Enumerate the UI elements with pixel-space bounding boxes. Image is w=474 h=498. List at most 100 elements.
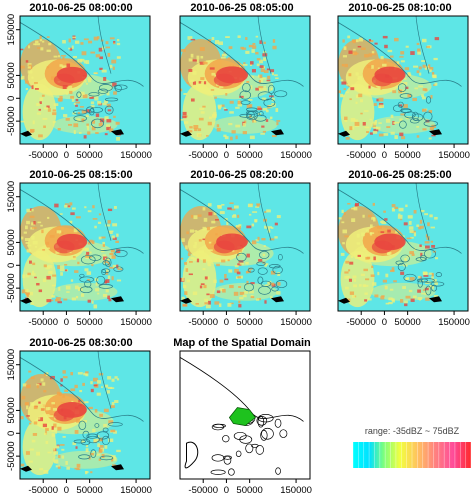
island-outline bbox=[114, 249, 128, 258]
echo-cell bbox=[422, 271, 428, 276]
echo-cell bbox=[182, 284, 187, 289]
echo-cell bbox=[234, 265, 239, 268]
echo-cell bbox=[62, 370, 66, 374]
echo-cell bbox=[61, 106, 64, 110]
y-tick-label: 0 bbox=[6, 263, 17, 268]
echo-cell bbox=[258, 259, 263, 262]
island-outline bbox=[91, 118, 104, 129]
echo-cell bbox=[103, 423, 107, 428]
echo-cell bbox=[111, 455, 116, 459]
echo-cell bbox=[388, 297, 393, 301]
echo-cell bbox=[53, 55, 58, 58]
island-outline bbox=[397, 262, 406, 271]
coastline bbox=[415, 15, 430, 74]
island-outline bbox=[397, 83, 407, 93]
echo-cell bbox=[371, 265, 374, 269]
x-tick-label: -50000 bbox=[28, 150, 58, 161]
radar-layer bbox=[337, 15, 468, 144]
coastline bbox=[415, 182, 430, 241]
echo-cell bbox=[103, 76, 107, 81]
echo-cell bbox=[402, 82, 408, 86]
echo-cell bbox=[43, 125, 46, 128]
echo-cell bbox=[256, 58, 261, 61]
echo-cell bbox=[404, 303, 408, 307]
echo-cell bbox=[408, 220, 412, 225]
echo-cell bbox=[185, 245, 188, 250]
echo-cell bbox=[107, 52, 111, 57]
echo-cell bbox=[77, 112, 81, 115]
echo-cell bbox=[27, 384, 31, 388]
coastline bbox=[257, 15, 272, 74]
island-outline bbox=[278, 254, 283, 261]
echo-cell bbox=[186, 82, 189, 84]
echo-cell bbox=[267, 281, 271, 285]
island-outline bbox=[257, 276, 264, 285]
echo-cell bbox=[263, 70, 269, 74]
echo-cell bbox=[63, 298, 68, 301]
echo-cell bbox=[61, 65, 67, 69]
echo-cell bbox=[94, 225, 97, 229]
echo-cell bbox=[39, 468, 44, 471]
echo-cell bbox=[237, 35, 241, 38]
echo-cell bbox=[83, 135, 87, 139]
echo-cell bbox=[93, 438, 99, 443]
echo-cell bbox=[356, 233, 360, 238]
echo-cell bbox=[199, 250, 205, 254]
echo-cell bbox=[91, 126, 96, 131]
echo-cell bbox=[85, 109, 91, 113]
echo-cell bbox=[420, 209, 425, 213]
storm-core bbox=[371, 240, 393, 254]
echo-cell bbox=[96, 392, 101, 396]
echo-cell bbox=[86, 271, 92, 275]
echo-cell bbox=[347, 202, 351, 205]
echo-cell bbox=[417, 289, 421, 293]
echo-cell bbox=[355, 72, 359, 76]
echo-cell bbox=[113, 91, 117, 95]
echo-cell bbox=[352, 275, 357, 279]
echo-cell bbox=[204, 302, 209, 305]
echo-cell bbox=[248, 290, 254, 294]
echo-cell bbox=[391, 207, 396, 212]
echo-cell bbox=[407, 93, 412, 98]
island-outline bbox=[79, 286, 93, 294]
echo-cell bbox=[261, 97, 267, 101]
island-outline bbox=[90, 449, 97, 458]
echo-cell bbox=[193, 244, 197, 249]
echo-cell bbox=[372, 125, 376, 128]
echo-cell bbox=[221, 259, 226, 263]
echo-cell bbox=[419, 244, 422, 247]
island-outline bbox=[254, 114, 267, 122]
y-tick-label: -50000 bbox=[6, 106, 17, 136]
echo-cell bbox=[235, 135, 238, 140]
echo-cell bbox=[362, 248, 367, 251]
echo-cell bbox=[116, 279, 122, 282]
echo-cell bbox=[28, 370, 32, 373]
echo-cell bbox=[237, 214, 240, 218]
plot-frame bbox=[19, 182, 151, 312]
echo-cell bbox=[357, 45, 362, 48]
echo-cell bbox=[193, 257, 197, 261]
echo-cell bbox=[75, 101, 81, 104]
echo-cell bbox=[105, 289, 109, 293]
echo-cell bbox=[34, 82, 38, 84]
echo-cell bbox=[22, 383, 27, 387]
echo-cell bbox=[419, 219, 423, 224]
panel-title: 2010-06-25 08:10:00 bbox=[348, 2, 451, 14]
echo-cell bbox=[229, 302, 234, 305]
echo-cell bbox=[41, 94, 45, 97]
echo-cell bbox=[86, 123, 89, 126]
echo-cell bbox=[51, 402, 55, 405]
island-outline bbox=[240, 100, 251, 105]
echo-cell bbox=[43, 264, 47, 268]
echo-cell bbox=[345, 260, 350, 264]
echo-cell bbox=[57, 128, 61, 131]
echo-cell bbox=[277, 272, 281, 276]
echo-cell bbox=[28, 291, 34, 296]
echo-cell bbox=[91, 120, 96, 124]
echo-cell bbox=[78, 399, 81, 403]
echo-cell bbox=[196, 258, 200, 263]
x-tick-label: -50000 bbox=[346, 150, 376, 161]
echo-cell bbox=[59, 231, 64, 235]
echo-cell bbox=[269, 238, 275, 241]
